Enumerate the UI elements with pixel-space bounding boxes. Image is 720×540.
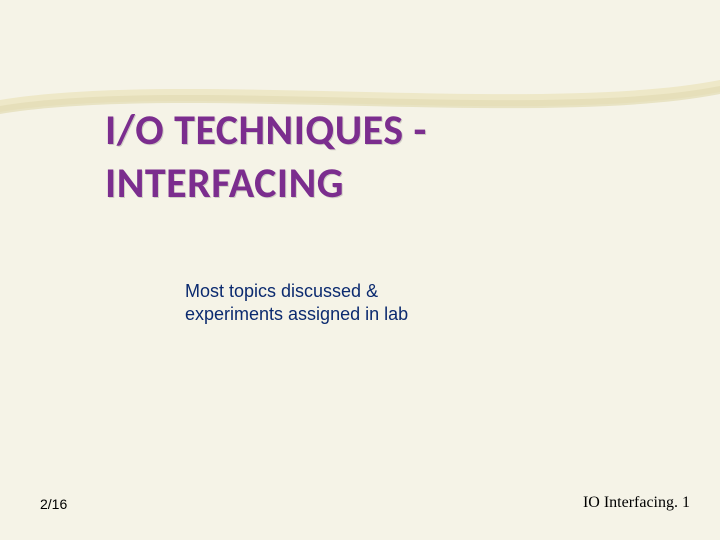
title-line-1: I/O TECHNIQUES - [105, 105, 427, 156]
footer-page-label: IO Interfacing. 1 [583, 494, 690, 512]
subtitle-line-1: Most topics discussed & [185, 281, 378, 301]
slide-subtitle: Most topics discussed & experiments assi… [185, 280, 408, 327]
title-line-2: INTERFACING [105, 158, 344, 209]
subtitle-line-2: experiments assigned in lab [185, 304, 408, 324]
footer-date: 2/16 [40, 496, 67, 512]
slide-title: I/O TECHNIQUES - INTERFACING [105, 105, 427, 210]
